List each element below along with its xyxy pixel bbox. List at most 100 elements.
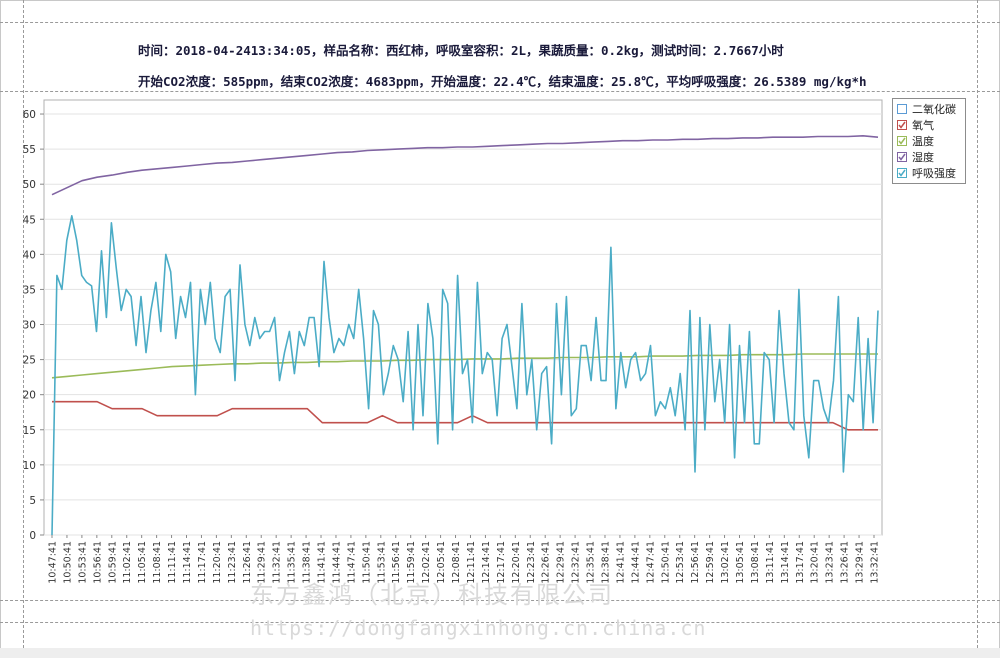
x-tick-label: 11:38:41 <box>302 541 313 584</box>
x-tick-label: 13:32:41 <box>870 541 881 584</box>
x-tick-label: 11:53:41 <box>376 541 387 584</box>
plot-area <box>43 99 883 536</box>
watermark-url: https://dongfangxinhong.cn.china.cn <box>250 616 707 640</box>
y-tick-label: 55 <box>23 144 36 156</box>
x-tick-label: 12:02:41 <box>421 541 432 584</box>
y-tick-label: 10 <box>23 460 36 472</box>
report-info-line-2: 开始CO2浓度：585ppm，结束CO2浓度：4683ppm，开始温度：22.4… <box>138 74 867 89</box>
legend-label: 二氧化碳 <box>912 103 956 116</box>
x-tick-label: 11:08:41 <box>152 541 163 584</box>
legend-swatch-respiration <box>897 168 907 178</box>
x-tick-label: 12:59:41 <box>705 541 716 584</box>
y-tick-label: 30 <box>23 320 36 332</box>
y-tick-label: 40 <box>23 249 36 261</box>
x-tick-label: 11:05:41 <box>137 541 148 584</box>
guide-line-footer-bottom <box>0 622 1000 623</box>
series-line-oxygen <box>52 400 878 431</box>
x-tick-label: 13:29:41 <box>855 541 866 584</box>
legend-label: 温度 <box>912 135 934 148</box>
x-tick-label: 10:53:41 <box>77 541 88 584</box>
x-tick-label: 13:11:41 <box>765 541 776 584</box>
x-tick-label: 13:23:41 <box>825 541 836 584</box>
x-tick-label: 10:47:41 <box>48 541 59 584</box>
x-tick-label: 12:20:41 <box>511 541 522 584</box>
x-tick-label: 11:20:41 <box>212 541 223 584</box>
x-tick-label: 13:26:41 <box>840 541 851 584</box>
legend-item-temperature[interactable]: 温度 <box>897 134 934 148</box>
x-tick-label: 12:14:41 <box>481 541 492 584</box>
x-tick-label: 12:56:41 <box>690 541 701 584</box>
x-tick-label: 11:35:41 <box>287 541 298 584</box>
x-tick-label: 12:44:41 <box>630 541 641 584</box>
y-tick-label: 45 <box>23 214 36 226</box>
x-tick-label: 11:47:41 <box>346 541 357 584</box>
guide-line-left <box>23 0 24 658</box>
x-tick-label: 12:41:41 <box>615 541 626 584</box>
report-info-line-1: 时间：2018-04-2413:34:05，样品名称：西红柿，呼吸室容积：2L，… <box>138 43 784 58</box>
x-tick-label: 11:41:41 <box>317 541 328 584</box>
x-tick-label: 11:02:41 <box>122 541 133 584</box>
y-tick-label: 5 <box>29 495 36 507</box>
x-tick-label: 12:05:41 <box>436 541 447 584</box>
guide-line-top <box>0 22 1000 23</box>
x-tick-label: 10:59:41 <box>107 541 118 584</box>
x-tick-label: 13:20:41 <box>810 541 821 584</box>
y-tick-label: 35 <box>23 284 36 296</box>
legend-label: 呼吸强度 <box>912 167 956 180</box>
guide-line-header-bottom <box>0 91 1000 92</box>
y-tick-label: 0 <box>29 530 36 542</box>
guide-line-footer-top <box>0 600 1000 601</box>
x-tick-label: 12:11:41 <box>466 541 477 584</box>
legend-item-oxygen[interactable]: 氧气 <box>897 118 934 132</box>
x-tick-label: 11:32:41 <box>272 541 283 584</box>
x-tick-label: 12:50:41 <box>660 541 671 584</box>
chart-legend: 二氧化碳 氧气 温度 湿度 呼吸强度 <box>892 98 966 184</box>
x-tick-label: 12:53:41 <box>675 541 686 584</box>
legend-item-co2[interactable]: 二氧化碳 <box>897 102 956 116</box>
x-tick-label: 11:59:41 <box>406 541 417 584</box>
x-tick-label: 10:56:41 <box>92 541 103 584</box>
y-tick-label: 20 <box>23 390 36 402</box>
y-tick-label: 15 <box>23 425 36 437</box>
legend-label: 氧气 <box>912 119 934 132</box>
x-tick-label: 12:17:41 <box>496 541 507 584</box>
legend-item-humidity[interactable]: 湿度 <box>897 150 934 164</box>
bottom-bar <box>0 648 1000 658</box>
x-tick-label: 13:02:41 <box>720 541 731 584</box>
x-tick-label: 11:29:41 <box>257 541 268 584</box>
x-tick-label: 13:17:41 <box>795 541 806 584</box>
y-tick-label: 50 <box>23 179 36 191</box>
legend-swatch-oxygen <box>897 120 907 130</box>
x-tick-label: 13:08:41 <box>750 541 761 584</box>
x-tick-label: 12:32:41 <box>571 541 582 584</box>
series-line-humidity <box>51 135 879 196</box>
x-tick-label: 12:35:41 <box>586 541 597 584</box>
x-tick-label: 11:56:41 <box>391 541 402 584</box>
x-tick-label: 12:47:41 <box>645 541 656 584</box>
axis-layer: 0 5 10 15 20 25 30 35 40 45 50 55 60 10:47:41 10:50:41… <box>23 109 881 584</box>
x-tick-label: 11:17:41 <box>197 541 208 584</box>
y-tick-label: 60 <box>23 109 36 121</box>
series-layer <box>51 135 879 536</box>
x-tick-label: 12:08:41 <box>451 541 462 584</box>
x-tick-label: 11:26:41 <box>242 541 253 584</box>
x-tick-label: 11:23:41 <box>227 541 238 584</box>
x-tick-label: 11:11:41 <box>167 541 178 584</box>
series-line-respiration <box>51 215 879 536</box>
grid-layer <box>43 99 883 536</box>
x-tick-label: 11:14:41 <box>182 541 193 584</box>
x-tick-label: 12:26:41 <box>541 541 552 584</box>
x-tick-label: 13:14:41 <box>780 541 791 584</box>
x-tick-label: 12:29:41 <box>556 541 567 584</box>
x-tick-label: 11:44:41 <box>331 541 342 584</box>
legend-swatch-co2 <box>897 104 907 114</box>
y-tick-label: 25 <box>23 355 36 367</box>
legend-item-respiration[interactable]: 呼吸强度 <box>897 166 956 180</box>
guide-line-right <box>977 0 978 658</box>
x-tick-label: 11:50:41 <box>361 541 372 584</box>
x-tick-label: 12:23:41 <box>526 541 537 584</box>
watermark-company: 东方鑫鸿（北京）科技有限公司 <box>250 581 614 609</box>
legend-swatch-temperature <box>897 136 907 146</box>
legend-swatch-humidity <box>897 152 907 162</box>
